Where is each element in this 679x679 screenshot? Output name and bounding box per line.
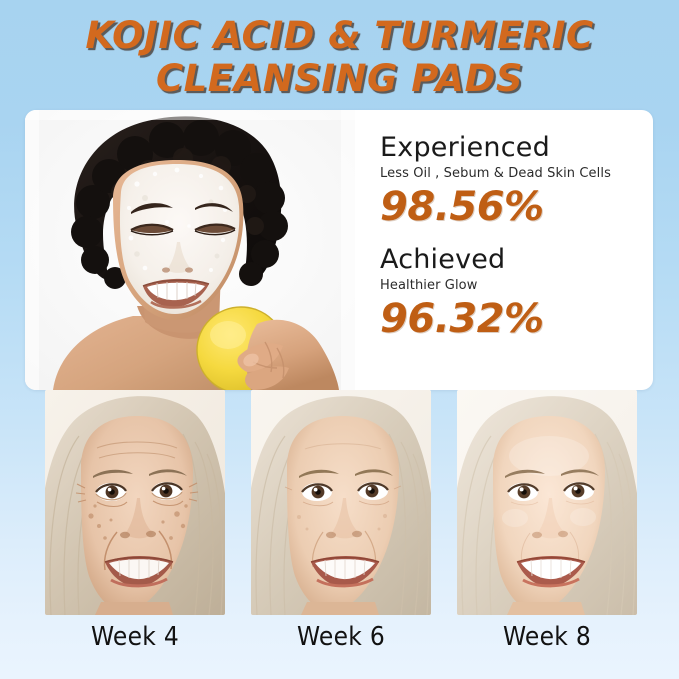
- page-title-line-1: KOJIC ACID & TURMERIC: [85, 14, 594, 57]
- week-label: Week 4: [90, 622, 180, 652]
- stat-value: 98.56%: [380, 184, 544, 230]
- stat-subtext: Healthier Glow: [380, 278, 478, 293]
- woman-applying-cleansing-pad-photo: [25, 110, 355, 390]
- hero-stats: Experienced Less Oil , Sebum & Dead Skin…: [380, 132, 650, 356]
- stat-block-experienced: Experienced Less Oil , Sebum & Dead Skin…: [380, 132, 650, 230]
- week-label: Week 8: [502, 622, 592, 652]
- page-title: KOJIC ACID & TURMERIC CLEANSING PADS: [0, 14, 679, 100]
- before-after-face-photo: [251, 390, 431, 615]
- hero-card: Experienced Less Oil , Sebum & Dead Skin…: [25, 110, 653, 390]
- week-label-row: Week 4 Week 6 Week 8: [45, 620, 637, 660]
- stat-block-achieved: Achieved Healthier Glow 96.32%: [380, 244, 650, 342]
- before-after-face-photo: [457, 390, 637, 615]
- stat-heading: Experienced: [380, 132, 550, 163]
- week-label: Week 6: [296, 622, 386, 652]
- before-after-face-photo: [45, 390, 225, 615]
- stat-heading: Achieved: [380, 244, 506, 275]
- stat-subtext: Less Oil , Sebum & Dead Skin Cells: [380, 166, 611, 181]
- progress-thumbnail-row: [45, 390, 637, 615]
- page-title-line-2: CLEANSING PADS: [156, 57, 523, 100]
- stat-value: 96.32%: [380, 296, 544, 342]
